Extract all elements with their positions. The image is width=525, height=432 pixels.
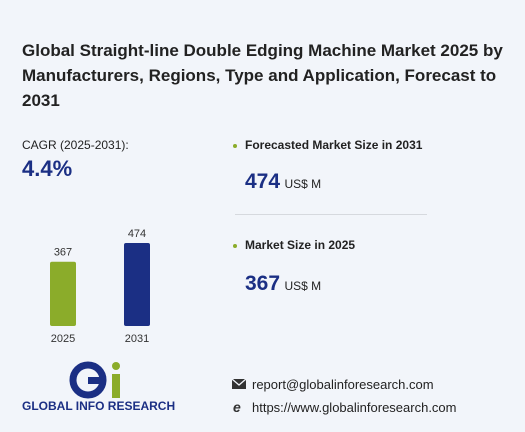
stat-label: Forecasted Market Size in 2031 bbox=[245, 138, 423, 152]
stat-unit: US$ M bbox=[284, 279, 322, 293]
title: Global Straight-line Double Edging Machi… bbox=[22, 41, 503, 110]
bar-chart: 367 2025 474 2031 bbox=[50, 228, 150, 345]
bar bbox=[124, 243, 150, 326]
bullet bbox=[233, 244, 237, 248]
x-tick-label: 2031 bbox=[125, 333, 149, 345]
stat: 367 US$ M bbox=[245, 272, 321, 296]
logo-mark bbox=[69, 361, 120, 399]
stat-label: Market Size in 2025 bbox=[245, 238, 356, 252]
web-icon: e bbox=[233, 400, 241, 414]
x-tick-label: 2025 bbox=[51, 333, 75, 345]
stat-value: 367 bbox=[245, 272, 281, 295]
divider bbox=[235, 214, 427, 215]
stat-unit: US$ M bbox=[284, 177, 322, 191]
stat: 474 US$ M bbox=[245, 170, 321, 194]
value-label: 367 bbox=[54, 247, 72, 259]
website: https://www.globalinforesearch.com bbox=[252, 400, 457, 415]
value-label: 474 bbox=[128, 228, 146, 240]
svg-text:e: e bbox=[233, 400, 241, 414]
email: report@globalinforesearch.com bbox=[252, 377, 434, 392]
bar bbox=[50, 261, 76, 326]
stat-value: 474 bbox=[245, 170, 281, 193]
cagr-label: CAGR (2025-2031): bbox=[22, 138, 129, 152]
email-icon bbox=[232, 378, 246, 389]
cagr-value: 4.4% bbox=[22, 156, 73, 181]
bullet bbox=[233, 144, 237, 148]
logo-text: GLOBAL INFO RESEARCH bbox=[22, 399, 176, 413]
